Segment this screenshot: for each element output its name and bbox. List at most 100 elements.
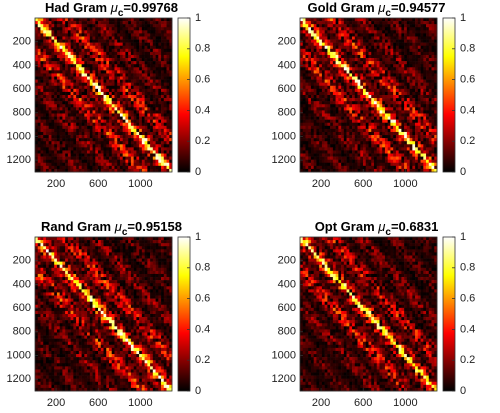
matrix-cell — [398, 101, 402, 105]
matrix-cell — [412, 33, 416, 37]
matrix-cell — [152, 122, 156, 127]
matrix-cell — [321, 138, 325, 142]
matrix-cell — [360, 165, 364, 170]
matrix-cell — [67, 61, 71, 65]
matrix-cell — [117, 76, 121, 80]
matrix-cell — [169, 73, 173, 77]
matrix-cell — [393, 73, 397, 77]
matrix-cell — [426, 24, 430, 28]
matrix-cell — [67, 54, 71, 59]
matrix-cell — [420, 42, 424, 47]
matrix-cell — [368, 48, 372, 53]
matrix-cell — [316, 147, 320, 151]
matrix-cell — [379, 138, 383, 142]
matrix-cell — [395, 27, 399, 31]
matrix-cell — [393, 18, 397, 22]
matrix-cell — [73, 67, 77, 71]
matrix-cell — [128, 125, 132, 130]
matrix-cell — [95, 150, 99, 154]
matrix-cell — [352, 110, 356, 114]
matrix-cell — [98, 51, 102, 56]
matrix-cell — [406, 119, 410, 124]
matrix-cell — [54, 98, 58, 102]
matrix-cell — [147, 91, 151, 96]
matrix-cell — [136, 58, 140, 62]
matrix-cell — [95, 27, 99, 31]
matrix-cell — [89, 125, 93, 130]
matrix-cell — [338, 88, 342, 93]
matrix-cell — [108, 150, 113, 154]
matrix-cell — [62, 64, 66, 68]
matrix-cell — [352, 144, 356, 148]
matrix-cell — [409, 147, 413, 151]
matrix-cell — [56, 24, 60, 28]
matrix-cell — [84, 101, 88, 105]
matrix-cell — [70, 24, 74, 28]
matrix-cell — [92, 98, 96, 102]
matrix-cell — [426, 91, 430, 96]
matrix-cell — [343, 51, 347, 56]
matrix-cell — [376, 58, 380, 62]
matrix-cell — [360, 73, 364, 77]
matrix-cell — [122, 159, 126, 164]
matrix-cell — [147, 82, 151, 87]
matrix-cell — [35, 165, 39, 170]
matrix-cell — [300, 138, 304, 142]
matrix-cell — [341, 64, 345, 68]
matrix-cell — [144, 98, 148, 102]
matrix-cell — [343, 119, 347, 124]
matrix-cell — [139, 21, 143, 25]
matrix-cell — [133, 48, 137, 53]
matrix-cell — [335, 116, 339, 120]
matrix-cell — [412, 153, 416, 157]
matrix-cell — [37, 141, 41, 145]
matrix-cell — [76, 51, 80, 56]
matrix-cell — [73, 33, 77, 37]
matrix-cell — [152, 36, 156, 40]
matrix-cell — [305, 144, 309, 148]
matrix-cell — [409, 70, 413, 74]
matrix-cell — [147, 30, 151, 34]
matrix-cell — [387, 51, 391, 56]
matrix-cell — [343, 141, 347, 145]
matrix-cell — [98, 107, 102, 111]
matrix-cell — [428, 64, 432, 68]
matrix-cell — [119, 36, 123, 40]
matrix-cell — [308, 51, 312, 56]
matrix-cell — [111, 24, 115, 28]
matrix-cell — [98, 36, 102, 40]
matrix-cell — [357, 113, 361, 117]
matrix-cell — [45, 162, 49, 167]
matrix-cell — [130, 156, 134, 160]
matrix-cell — [319, 119, 323, 124]
matrix-cell — [106, 82, 110, 87]
matrix-cell — [376, 39, 380, 43]
matrix-cell — [316, 39, 320, 43]
matrix-cell — [302, 141, 306, 145]
matrix-cell — [417, 24, 421, 28]
matrix-cell — [37, 168, 41, 173]
matrix-cell — [395, 73, 399, 77]
matrix-cell — [431, 95, 435, 99]
matrix-cell — [103, 88, 107, 93]
matrix-cell — [62, 70, 66, 74]
matrix-cell — [45, 82, 49, 87]
matrix-cell — [125, 70, 129, 74]
matrix-cell — [161, 88, 165, 93]
matrix-cell — [67, 91, 71, 96]
matrix-cell — [302, 107, 306, 111]
matrix-cell — [305, 153, 309, 157]
matrix-cell — [384, 144, 388, 148]
matrix-cell — [390, 150, 394, 154]
matrix-cell — [335, 58, 339, 62]
matrix-cell — [368, 116, 372, 120]
matrix-cell — [390, 58, 394, 62]
matrix-cell — [136, 48, 140, 53]
matrix-cell — [409, 122, 413, 127]
matrix-cell — [117, 91, 121, 96]
matrix-cell — [390, 91, 394, 96]
matrix-cell — [122, 101, 126, 105]
matrix-cell — [87, 144, 91, 148]
matrix-cell — [330, 165, 334, 170]
